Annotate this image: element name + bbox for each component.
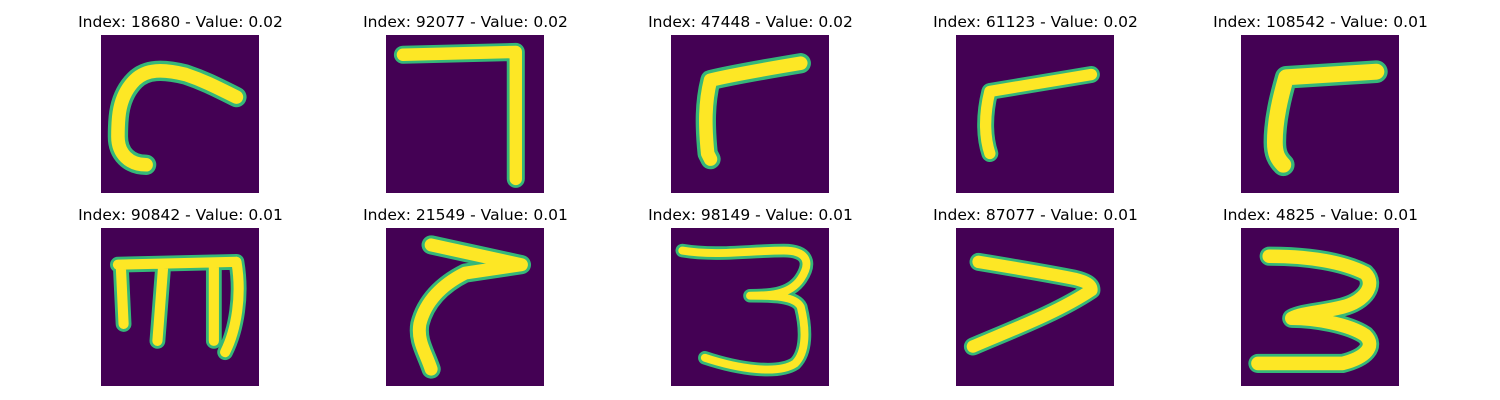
digit-image [101,35,259,193]
digit-image [956,35,1114,193]
panel: Index: 61123 - Value: 0.02 [893,12,1178,187]
panel: Index: 47448 - Value: 0.02 [608,12,893,187]
digit-image [1241,35,1399,193]
panel-title: Index: 4825 - Value: 0.01 [1178,205,1463,225]
panel: Index: 108542 - Value: 0.01 [1178,12,1463,187]
digit-image [386,228,544,386]
panel-title: Index: 18680 - Value: 0.02 [38,12,323,32]
panel: Index: 98149 - Value: 0.01 [608,205,893,380]
panel-title: Index: 92077 - Value: 0.02 [323,12,608,32]
panel: Index: 4825 - Value: 0.01 [1178,205,1463,380]
panel-title: Index: 21549 - Value: 0.01 [323,205,608,225]
digit-image [101,228,259,386]
panel: Index: 90842 - Value: 0.01 [38,205,323,380]
panel-title: Index: 61123 - Value: 0.02 [893,12,1178,32]
panel-title: Index: 108542 - Value: 0.01 [1178,12,1463,32]
panel-title: Index: 98149 - Value: 0.01 [608,205,893,225]
panel-title: Index: 87077 - Value: 0.01 [893,205,1178,225]
digit-image [1241,228,1399,386]
panel: Index: 21549 - Value: 0.01 [323,205,608,380]
digit-image [671,228,829,386]
panel: Index: 18680 - Value: 0.02 [38,12,323,187]
panel: Index: 87077 - Value: 0.01 [893,205,1178,380]
digit-image [671,35,829,193]
digit-image [386,35,544,193]
panel: Index: 92077 - Value: 0.02 [323,12,608,187]
panel-title: Index: 90842 - Value: 0.01 [38,205,323,225]
panel-title: Index: 47448 - Value: 0.02 [608,12,893,32]
digit-image [956,228,1114,386]
